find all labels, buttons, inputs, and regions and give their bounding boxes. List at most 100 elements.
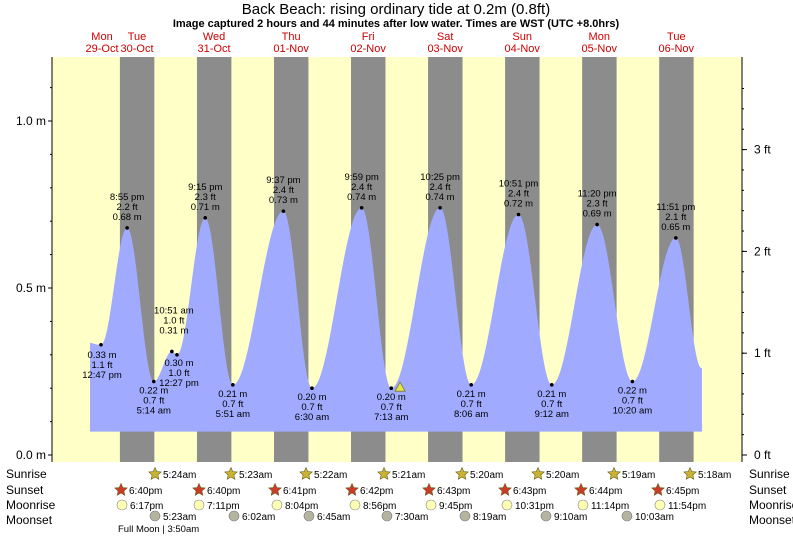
extreme-point [152,379,156,384]
extreme-time: 11:20 pm [578,189,617,200]
extreme-m: 0.71 m [191,202,220,213]
moonset-time: 10:03am [635,512,674,523]
extreme-m: 0.30 m [164,358,193,369]
extreme-point [281,209,286,213]
moonrise-time: 7:11pm [207,501,240,512]
extreme-ft: 0.7 ft [622,396,643,407]
extreme-m: 0.21 m [537,389,566,400]
sunset-icon [192,482,206,496]
moonset-time: 5:23am [163,512,196,523]
extreme-point [516,212,521,217]
extreme-point [674,236,678,240]
sunset-icon [498,482,512,496]
extreme-m: 0.31 m [159,325,188,336]
extreme-m: 0.20 m [377,392,406,403]
day-date: 29-Oct [85,43,118,55]
extreme-point [359,206,364,210]
extreme-time: 9:37 pm [266,175,300,186]
left-tick-label: 0.0 m [16,448,46,462]
extreme-ft: 2.1 ft [665,212,686,223]
extreme-point [125,226,129,230]
extreme-ft: 1.0 ft [163,315,184,326]
chart-title: Back Beach: rising ordinary tide at 0.2m… [242,1,550,18]
right-tick-label: 1 ft [754,346,771,360]
sunrise-time: 5:18am [698,470,731,481]
row-label-left: Sunset [6,483,44,497]
moonrise-time: 9:45pm [439,501,472,512]
sunrise-icon [148,466,162,480]
right-tick-label: 0 ft [754,448,771,462]
day-name: Wed [203,31,225,43]
sunset-time: 6:40pm [129,486,162,497]
extreme-time: 10:20 am [613,406,653,417]
moonset-icon [303,510,315,522]
extreme-ft: 2.3 ft [195,192,216,203]
moonset-time: 8:19am [473,512,506,523]
extreme-ft: 2.4 ft [273,185,294,196]
extreme-m: 0.72 m [504,199,533,210]
day-date: 03-Nov [427,43,463,55]
axes: Mon29-OctTue30-OctWed31-OctThu01-NovFri0… [16,31,771,462]
day-name: Mon [589,31,610,43]
sunset-time: 6:43pm [513,486,546,497]
right-tick-label: 2 ft [754,244,771,258]
sunset-icon [422,482,436,496]
extreme-m: 0.22 m [139,386,168,397]
sunrise-time: 5:20am [546,470,579,481]
extreme-ft: 0.7 ft [461,399,482,410]
day-name: Tue [128,31,147,43]
moonrise-time: 8:04pm [285,501,318,512]
sunrise-time: 5:21am [392,470,425,481]
sunset-icon [651,482,665,496]
extreme-ft: 1.1 ft [91,360,112,371]
sunset-time: 6:45pm [666,486,699,497]
moonrise-icon [577,499,589,511]
extreme-point [99,342,103,347]
day-name: Thu [282,31,301,43]
sunrise-time: 5:19am [622,470,655,481]
tide-curve [90,207,702,432]
extreme-time: 10:51 pm [499,179,539,190]
extreme-time: 7:13 am [374,412,408,423]
sunset-time: 6:40pm [207,486,240,497]
moonset-icon [459,510,471,522]
extreme-time: 8:06 am [454,409,488,420]
extreme-point [595,222,599,227]
day-date: 06-Nov [659,43,695,55]
moonrise-icon [501,499,513,511]
extreme-ft: 2.4 ft [351,182,372,193]
extreme-m: 0.73 m [269,195,298,206]
sunset-icon [345,482,359,496]
extreme-m: 0.68 m [113,212,142,223]
sunset-time: 6:42pm [360,486,393,497]
extreme-point [389,386,394,391]
sunrise-time: 5:24am [163,470,196,481]
sunset-icon [574,482,588,496]
day-name: Tue [667,31,686,43]
extreme-point [310,386,314,391]
extreme-time: 10:51 am [154,305,194,316]
extreme-m: 0.21 m [218,389,247,400]
extreme-time: 10:25 pm [420,172,460,183]
extreme-m: 0.69 m [583,209,612,220]
extreme-time: 5:51 am [216,409,250,420]
day-name: Sat [437,31,454,43]
left-tick-label: 1.0 m [16,114,46,128]
moonrise-icon [193,499,205,511]
extreme-time: 8:55 pm [110,192,144,203]
day-date: 02-Nov [350,43,386,55]
sunrise-time: 5:22am [314,470,347,481]
row-label-left: Moonset [6,513,53,527]
extreme-time: 11:51 pm [656,202,695,213]
sunset-time: 6:41pm [283,486,316,497]
extreme-time: 9:15 pm [188,182,222,193]
extreme-point [170,349,174,354]
extreme-point [549,383,554,387]
sunset-icon [268,482,282,496]
sunrise-icon [377,466,391,480]
extreme-point [469,383,473,387]
moonrise-icon [425,499,437,511]
day-name: Mon [91,31,112,43]
extreme-m: 0.74 m [426,192,455,203]
